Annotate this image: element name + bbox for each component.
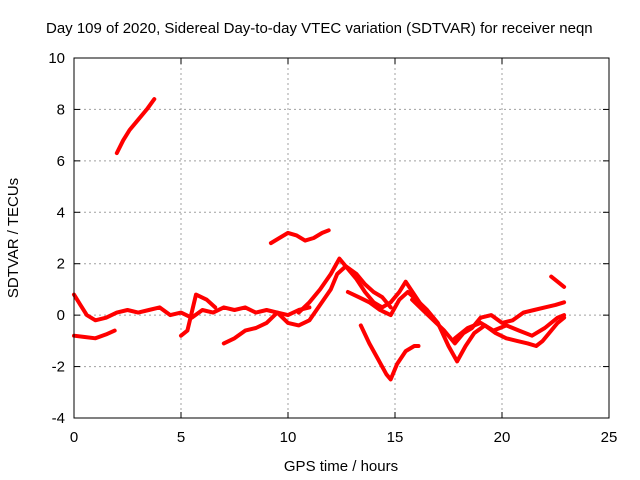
series-line-arc-4 xyxy=(72,292,312,323)
grid-lines xyxy=(74,58,609,418)
series-line-arc-9 xyxy=(358,323,421,382)
y-tick-label: 2 xyxy=(57,256,65,273)
y-tick-label: 0 xyxy=(57,307,65,324)
series-line-arc-8 xyxy=(345,290,567,364)
y-tick-label: -4 xyxy=(52,410,65,427)
series-line-arc-11 xyxy=(452,313,567,341)
x-tick-label: 15 xyxy=(387,429,404,446)
x-tick-label: 5 xyxy=(177,429,185,446)
x-axis-label: GPS time / hours xyxy=(284,458,398,475)
series-line-arc-6 xyxy=(221,264,393,346)
series-line-arc-3 xyxy=(72,328,117,341)
chart-title: Day 109 of 2020, Sidereal Day-to-day VTE… xyxy=(46,20,593,37)
y-tick-label: 8 xyxy=(57,101,65,118)
x-axis-ticks: 0 5 10 15 20 25 xyxy=(70,58,618,446)
y-tick-label: 4 xyxy=(57,204,65,221)
series-line-arc-10 xyxy=(410,297,567,346)
y-axis-label: SDTVAR / TECUs xyxy=(5,178,22,298)
x-tick-label: 20 xyxy=(494,429,511,446)
series-line-arc-12 xyxy=(549,274,567,289)
y-axis-ticks: -4 -2 0 2 4 6 8 10 xyxy=(48,50,609,427)
series-layer xyxy=(72,97,567,382)
series-line-arc-2 xyxy=(268,228,331,246)
y-tick-label: 10 xyxy=(48,50,65,67)
y-tick-label: -2 xyxy=(52,359,65,376)
x-tick-label: 25 xyxy=(601,429,618,446)
x-tick-label: 10 xyxy=(280,429,297,446)
series-line-arc-7 xyxy=(296,256,425,315)
plot-frame xyxy=(73,57,610,419)
series-line-arc-5 xyxy=(179,292,218,338)
x-tick-label: 0 xyxy=(70,429,78,446)
y-tick-label: 6 xyxy=(57,153,65,170)
series-line-arc-1 xyxy=(114,97,157,156)
